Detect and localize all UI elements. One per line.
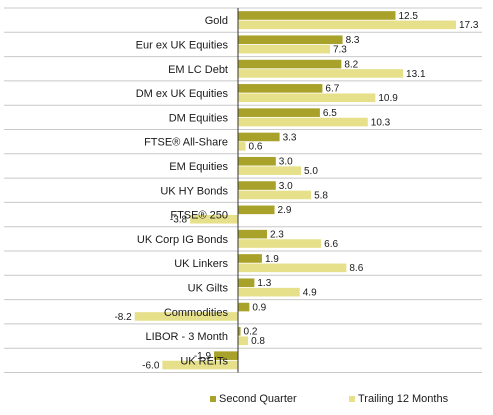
bar-trailing-12-months xyxy=(238,287,300,297)
bar-second-quarter xyxy=(238,59,342,69)
value-label-second-quarter: -1.9 xyxy=(194,351,212,362)
bar-second-quarter xyxy=(238,181,276,190)
category-label: DM ex UK Equities xyxy=(136,88,229,100)
category-label: UK HY Bonds xyxy=(160,185,228,197)
bar-trailing-12-months xyxy=(190,214,238,224)
bar-second-quarter xyxy=(238,84,323,93)
category-label: EM LC Debt xyxy=(168,64,228,76)
value-label-trailing-12-months: 5.0 xyxy=(304,166,318,177)
value-label-trailing-12-months: 8.6 xyxy=(349,263,363,274)
bar-second-quarter xyxy=(238,327,241,336)
category-label: UK REITs xyxy=(180,355,228,367)
value-label-trailing-12-months: 6.6 xyxy=(324,239,338,250)
value-label-second-quarter: 1.3 xyxy=(257,278,271,289)
bar-second-quarter xyxy=(238,108,320,117)
value-label-second-quarter: 1.9 xyxy=(265,254,279,265)
value-label-trailing-12-months: 0.8 xyxy=(251,336,265,347)
bar-trailing-12-months xyxy=(238,336,249,346)
bar-second-quarter xyxy=(214,351,238,360)
legend-swatch xyxy=(349,396,355,402)
value-label-second-quarter: 3.0 xyxy=(279,181,293,192)
bar-second-quarter xyxy=(238,35,343,45)
bar-trailing-12-months xyxy=(238,20,456,30)
value-label-trailing-12-months: -3.8 xyxy=(170,215,188,226)
value-label-trailing-12-months: 5.8 xyxy=(314,190,328,201)
value-label-second-quarter: 8.2 xyxy=(344,59,358,70)
value-label-second-quarter: 2.9 xyxy=(278,205,292,216)
bar-trailing-12-months xyxy=(238,239,322,248)
value-label-second-quarter: 2.3 xyxy=(270,229,284,240)
value-label-trailing-12-months: 17.3 xyxy=(459,20,479,31)
bar-second-quarter xyxy=(238,278,255,288)
value-label-second-quarter: 3.3 xyxy=(283,132,297,143)
category-label: UK Linkers xyxy=(174,258,228,270)
value-label-second-quarter: 12.5 xyxy=(399,11,419,22)
bar-trailing-12-months xyxy=(238,117,368,127)
category-label: Commodities xyxy=(164,307,229,319)
legend-label: Second Quarter xyxy=(219,393,297,405)
bar-second-quarter xyxy=(238,205,275,215)
value-label-trailing-12-months: -6.0 xyxy=(142,360,160,371)
row-gridlines xyxy=(4,7,482,373)
category-label: EM Equities xyxy=(169,161,228,173)
value-label-second-quarter: 0.2 xyxy=(244,327,258,338)
bars xyxy=(134,11,456,370)
value-label-trailing-12-months: 10.3 xyxy=(371,117,391,128)
legend-swatch xyxy=(210,396,216,402)
category-label: LIBOR - 3 Month xyxy=(145,331,228,343)
legend: Second Quarter Trailing 12 Months xyxy=(210,393,449,405)
category-label: DM Equities xyxy=(169,112,229,124)
bar-second-quarter xyxy=(238,229,267,239)
category-label: FTSE® All-Share xyxy=(144,137,228,149)
legend-item-second-quarter: Second Quarter xyxy=(210,393,297,405)
bar-trailing-12-months xyxy=(162,360,238,370)
value-label-trailing-12-months: 10.9 xyxy=(378,93,398,104)
category-label: UK Corp IG Bonds xyxy=(137,234,229,246)
bar-second-quarter xyxy=(238,254,262,263)
bar-trailing-12-months xyxy=(238,69,404,78)
value-labels: 12.5 17.3 8.37.3 8.2 13.1 6.7 10.9 6.5 10.3 3.3 0.… xyxy=(114,11,478,372)
bar-trailing-12-months xyxy=(238,44,330,54)
legend-label: Trailing 12 Months xyxy=(358,393,449,405)
bar-trailing-12-months xyxy=(238,93,376,103)
value-label-trailing-12-months: 0.6 xyxy=(249,142,263,153)
value-label-trailing-12-months: 7.3 xyxy=(333,44,347,55)
bar-second-quarter xyxy=(238,11,396,20)
bar-trailing-12-months xyxy=(238,142,246,151)
bar-trailing-12-months xyxy=(134,312,238,321)
value-label-second-quarter: 8.3 xyxy=(346,35,360,46)
value-label-trailing-12-months: 13.1 xyxy=(406,69,426,80)
legend-item-trailing-12-months: Trailing 12 Months xyxy=(349,393,449,405)
value-label-second-quarter: 6.7 xyxy=(325,84,339,95)
bar-trailing-12-months xyxy=(238,190,312,200)
value-label-trailing-12-months: 4.9 xyxy=(303,287,317,298)
bar-second-quarter xyxy=(238,132,280,142)
value-label-second-quarter: 0.9 xyxy=(252,302,266,313)
bar-trailing-12-months xyxy=(238,263,347,273)
category-label: FTSE® 250 xyxy=(170,210,228,222)
category-labels: Gold Eur ex UK Equities EM LC Debt DM ex UK… xyxy=(136,15,229,367)
value-label-second-quarter: 3.0 xyxy=(279,157,293,168)
bar-second-quarter xyxy=(238,156,276,166)
value-label-trailing-12-months: -8.2 xyxy=(114,312,132,323)
bar-second-quarter xyxy=(238,302,250,312)
category-label: Eur ex UK Equities xyxy=(136,39,229,51)
category-label: UK Gilts xyxy=(188,282,229,294)
category-label: Gold xyxy=(205,15,228,27)
value-label-second-quarter: 6.5 xyxy=(323,108,337,119)
bar-trailing-12-months xyxy=(238,166,301,175)
